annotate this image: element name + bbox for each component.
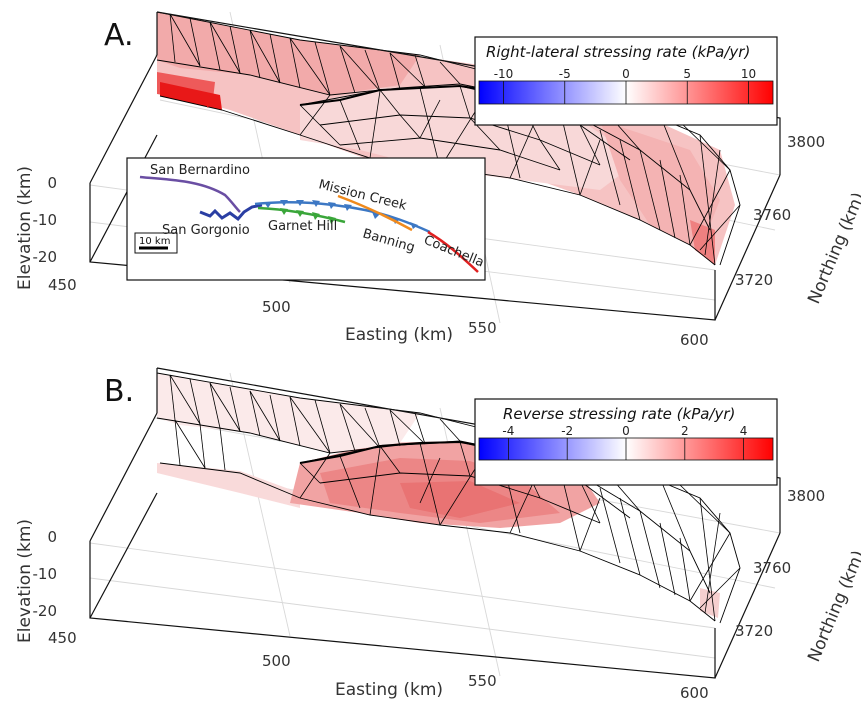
colorbar-a: Right-lateral stressing rate (kPa/yr) -1…: [474, 36, 778, 126]
fault-label-garnet-hill: Garnet Hill: [268, 219, 337, 234]
z-tick: 0: [47, 528, 57, 546]
colorbar-tick-label: 5: [683, 67, 691, 81]
colorbar-a-title: Right-lateral stressing rate (kPa/yr): [486, 43, 750, 61]
panel-a-plot: 10 km San Bernardino San Gorgonio Garnet…: [15, 11, 861, 349]
panel-label-b: B.: [104, 374, 134, 409]
x-tick: 450: [48, 276, 77, 294]
y-tick: 3720: [735, 622, 773, 640]
fault-garnet-hill-teeth: [280, 208, 336, 224]
colorbar-b-title: Reverse stressing rate (kPa/yr): [503, 405, 735, 423]
inset-map: 10 km San Bernardino San Gorgonio Garnet…: [126, 157, 486, 281]
y-axis-label-b: Northing (km): [804, 548, 861, 665]
axes-box: [89, 367, 781, 679]
panel-b-plot: Reverse stressing rate (kPa/yr) -4 -2 0 2 4 …: [15, 367, 861, 702]
y-tick: 3720: [735, 271, 773, 289]
scale-bar-label: 10 km: [139, 236, 170, 247]
colorbar-tick-label: 0: [622, 67, 630, 81]
x-tick: 600: [680, 684, 709, 702]
axes-box: [89, 11, 781, 321]
fault-coachella-trace: [427, 230, 479, 273]
colorbar-tick-label: -10: [494, 67, 514, 81]
y-tick: 3760: [753, 206, 791, 224]
colorbar-tick-label: -2: [561, 424, 573, 438]
z-ticks-a: 0 -10 -20: [33, 174, 58, 266]
x-ticks-a: 450 500 550 600: [48, 276, 709, 349]
colorbar-b: Reverse stressing rate (kPa/yr) -4 -2 0 2 4: [474, 398, 778, 486]
z-tick: -20: [33, 248, 58, 266]
colorbar-b-ticks: -4 -2 0 2 4: [502, 424, 747, 460]
panel-label-a: A.: [104, 18, 134, 53]
y-axis-label-a: Northing (km): [804, 190, 861, 307]
fault-label-san-gorgonio: San Gorgonio: [162, 223, 250, 238]
x-axis-label-a: Easting (km): [345, 325, 453, 345]
fault-label-san-bernardino: San Bernardino: [150, 163, 250, 178]
x-tick: 500: [262, 652, 291, 670]
colorbar-tick-label: 10: [741, 67, 756, 81]
z-tick: -20: [33, 602, 58, 620]
x-tick: 450: [48, 629, 77, 647]
y-tick: 3760: [753, 559, 791, 577]
x-tick: 550: [468, 672, 497, 690]
fault-mission-creek-trace: [337, 194, 413, 232]
colorbar-tick-label: 4: [740, 424, 748, 438]
x-tick: 500: [262, 298, 291, 316]
x-tick: 600: [680, 331, 709, 348]
fault-banning-teeth: [264, 200, 418, 229]
colorbar-tick-label: 2: [681, 424, 689, 438]
fault-san-bernardino-trace: [139, 175, 241, 213]
panel-b: Reverse stressing rate (kPa/yr) -4 -2 0 2 4 …: [0, 353, 861, 706]
colorbar-tick-label: -4: [502, 424, 514, 438]
fault-mesh-surface: [156, 372, 741, 624]
colorbar-tick-label: -5: [559, 67, 571, 81]
z-tick: -10: [33, 211, 58, 229]
z-tick: -10: [33, 565, 58, 583]
colorbar-tick-label: 0: [622, 424, 630, 438]
x-ticks-b: 450 500 550 600: [48, 629, 709, 702]
panel-a: 10 km San Bernardino San Gorgonio Garnet…: [0, 0, 861, 349]
y-ticks-b: 3800 3760 3720: [735, 487, 825, 640]
z-axis-label-a: Elevation (km): [15, 166, 35, 290]
y-tick: 3800: [787, 133, 825, 151]
fault-san-gorgonio-trace: [199, 203, 263, 222]
z-axis-label-b: Elevation (km): [15, 519, 35, 643]
z-ticks-b: 0 -10 -20: [33, 528, 58, 620]
x-axis-label-b: Easting (km): [335, 680, 443, 700]
y-tick: 3800: [787, 487, 825, 505]
colorbar-a-ticks: -10 -5 0 5 10: [494, 67, 756, 104]
y-ticks-a: 3800 3760 3720: [735, 133, 825, 289]
x-tick: 550: [468, 319, 497, 337]
z-tick: 0: [47, 174, 57, 192]
